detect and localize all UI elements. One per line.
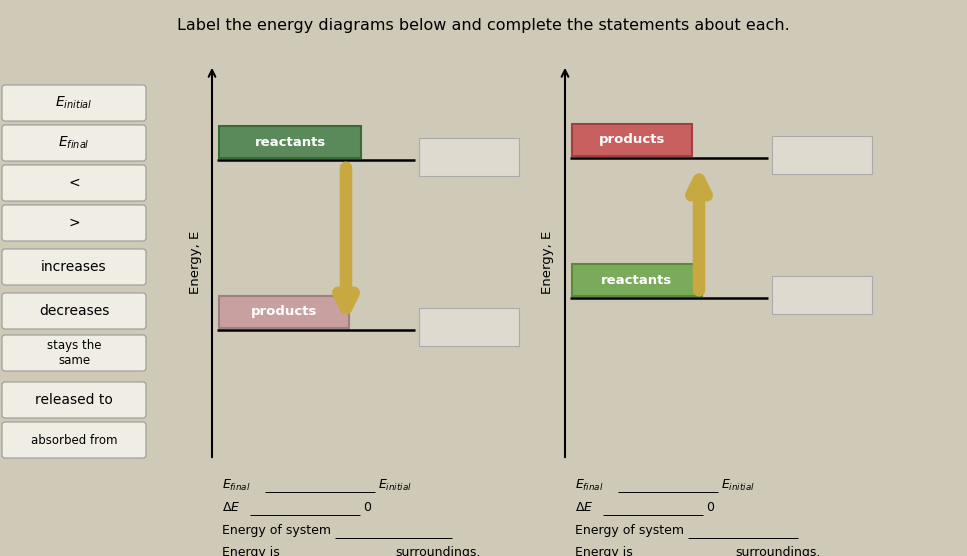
Text: reactants: reactants — [254, 136, 326, 148]
Text: Energy of system: Energy of system — [222, 524, 331, 537]
FancyBboxPatch shape — [419, 308, 519, 346]
Text: $\Delta E$: $\Delta E$ — [575, 501, 594, 514]
FancyBboxPatch shape — [2, 422, 146, 458]
Text: $E_{final}$: $E_{final}$ — [58, 135, 90, 151]
FancyBboxPatch shape — [2, 205, 146, 241]
FancyBboxPatch shape — [2, 125, 146, 161]
FancyBboxPatch shape — [2, 249, 146, 285]
FancyBboxPatch shape — [2, 335, 146, 371]
FancyBboxPatch shape — [2, 382, 146, 418]
Text: 0: 0 — [363, 501, 371, 514]
Text: >: > — [69, 216, 80, 230]
Text: 0: 0 — [706, 501, 714, 514]
Text: reactants: reactants — [601, 274, 673, 286]
FancyBboxPatch shape — [2, 165, 146, 201]
FancyBboxPatch shape — [772, 276, 872, 314]
Text: surroundings.: surroundings. — [395, 546, 481, 556]
FancyBboxPatch shape — [219, 126, 361, 158]
Text: $E_{initial}$: $E_{initial}$ — [378, 478, 412, 493]
Text: Energy, E: Energy, E — [542, 231, 554, 294]
FancyBboxPatch shape — [772, 136, 872, 174]
Text: products: products — [250, 305, 317, 319]
Text: Energy is: Energy is — [222, 546, 279, 556]
Text: stays the
same: stays the same — [46, 339, 102, 367]
Text: increases: increases — [42, 260, 106, 274]
Text: Energy is: Energy is — [575, 546, 632, 556]
FancyBboxPatch shape — [572, 264, 702, 296]
FancyBboxPatch shape — [2, 293, 146, 329]
Text: $E_{final}$: $E_{final}$ — [575, 478, 603, 493]
Text: <: < — [69, 176, 80, 190]
FancyBboxPatch shape — [2, 85, 146, 121]
Text: released to: released to — [35, 393, 113, 407]
FancyBboxPatch shape — [572, 124, 692, 156]
Text: $E_{initial}$: $E_{initial}$ — [721, 478, 755, 493]
Text: $\Delta E$: $\Delta E$ — [222, 501, 241, 514]
Text: surroundings.: surroundings. — [735, 546, 820, 556]
Text: decreases: decreases — [39, 304, 109, 318]
Text: $E_{initial}$: $E_{initial}$ — [55, 95, 93, 111]
FancyBboxPatch shape — [219, 296, 349, 328]
Text: $E_{final}$: $E_{final}$ — [222, 478, 250, 493]
Text: products: products — [599, 133, 665, 146]
Text: Energy of system: Energy of system — [575, 524, 684, 537]
Text: Energy, E: Energy, E — [189, 231, 201, 294]
FancyBboxPatch shape — [419, 138, 519, 176]
Text: absorbed from: absorbed from — [31, 434, 117, 446]
Text: Label the energy diagrams below and complete the statements about each.: Label the energy diagrams below and comp… — [177, 18, 789, 33]
